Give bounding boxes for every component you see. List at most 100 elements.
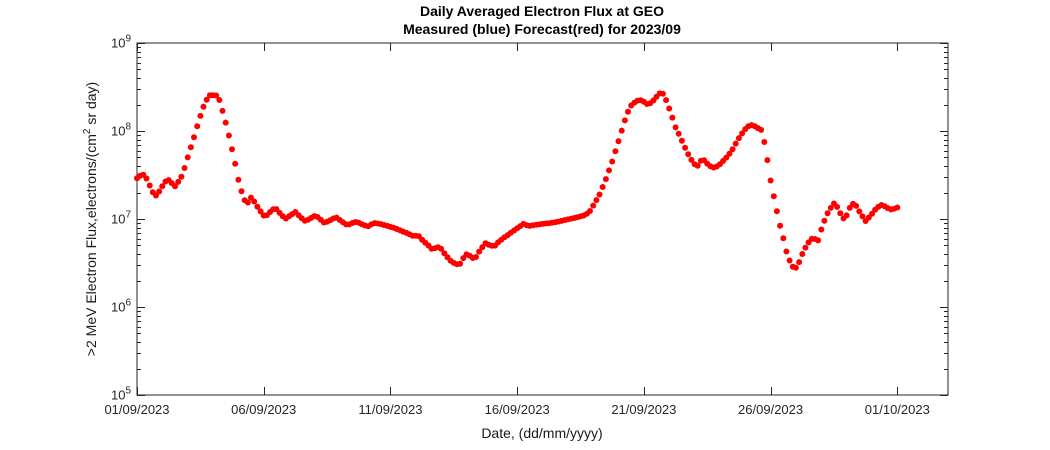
data-point (894, 204, 901, 211)
data-point (859, 213, 866, 220)
tick-labels-layer: 01/09/2023 06/09/2023 11/09/2023 16/09/2023… (104, 34, 929, 418)
data-point (203, 96, 210, 103)
data-point (609, 158, 616, 165)
data-point (846, 204, 853, 211)
data-point (688, 156, 695, 163)
y-tick-label: 105 (111, 386, 131, 403)
data-point (783, 248, 790, 255)
data-point (238, 188, 245, 195)
data-point (229, 146, 235, 153)
data-point (219, 107, 226, 114)
data-point (222, 119, 229, 126)
data-point (818, 226, 825, 233)
data-point (216, 97, 223, 103)
data-point (799, 251, 806, 257)
x-axis-label: Date, (dd/mm/yyyy) (481, 425, 602, 441)
data-point (596, 191, 603, 198)
data-point (593, 197, 600, 204)
x-tick-label: 16/09/2023 (485, 402, 550, 417)
data-point (172, 183, 178, 190)
x-tick-label: 21/09/2023 (611, 402, 676, 417)
data-point (232, 160, 239, 167)
data-point (802, 244, 809, 251)
data-point (777, 222, 784, 229)
data-point (786, 257, 793, 264)
data-point (213, 92, 220, 99)
data-point (618, 127, 625, 134)
data-point (476, 248, 483, 255)
data-point (726, 150, 733, 157)
data-point (764, 157, 771, 164)
data-point (672, 124, 679, 131)
data-point (843, 212, 850, 219)
data-point (732, 140, 739, 147)
data-point (602, 176, 609, 183)
x-tick-label: 01/10/2023 (865, 402, 930, 417)
data-point (761, 139, 768, 145)
data-point (739, 130, 746, 137)
data-point (675, 130, 682, 137)
x-tick-label: 06/09/2023 (231, 402, 296, 417)
data-point (767, 177, 774, 184)
data-point (678, 137, 685, 144)
data-point (181, 165, 188, 171)
data-point (758, 126, 765, 133)
data-point (729, 146, 736, 153)
data-point (735, 135, 742, 142)
data-point (143, 175, 150, 182)
data-point (827, 204, 834, 211)
data-point (792, 264, 799, 271)
data-point (824, 210, 831, 217)
y-axis-label-superscript: 2 (82, 128, 93, 134)
data-point (796, 259, 803, 266)
data-point (438, 245, 445, 252)
data-point (821, 217, 828, 224)
data-point (587, 208, 593, 214)
chart-title-line2: Measured (blue) Forecast(red) for 2023/0… (403, 21, 681, 37)
data-point (663, 97, 670, 104)
data-point (682, 144, 689, 151)
data-point (187, 144, 194, 151)
data-point (853, 202, 860, 209)
data-point (612, 148, 619, 155)
data-point (666, 105, 673, 112)
data-point (621, 117, 628, 124)
data-point (194, 123, 201, 130)
data-point (780, 235, 787, 242)
data-point (815, 237, 822, 244)
data-point (625, 108, 631, 115)
y-tick-label: 106 (111, 298, 131, 315)
y-tick-label: 108 (111, 122, 131, 139)
data-point (175, 178, 182, 185)
y-axis-label: >2 MeV Electron Flux,electrons/(cm2 sr d… (82, 82, 99, 356)
data-point (251, 198, 258, 205)
data-point (615, 138, 622, 145)
data-point (244, 199, 251, 206)
data-point (685, 151, 692, 158)
data-point (191, 134, 197, 141)
y-axis-label-part1: >2 MeV Electron Flux,electrons/(cm (83, 134, 99, 356)
data-point (770, 193, 777, 200)
data-point (441, 250, 448, 257)
data-point (473, 254, 479, 260)
x-tick-label: 11/09/2023 (358, 402, 422, 417)
data-point (235, 176, 242, 183)
data-point (669, 114, 676, 121)
data-point (606, 167, 612, 174)
y-tick-label: 109 (111, 34, 131, 51)
y-axis-label-part2: sr day) (83, 82, 99, 129)
data-point (197, 112, 204, 119)
data-point (599, 184, 606, 190)
data-point (254, 203, 261, 210)
data-point (184, 154, 191, 161)
data-point (590, 202, 597, 209)
x-tick-label: 01/09/2023 (104, 402, 169, 417)
data-point (773, 208, 780, 215)
data-point (856, 208, 863, 215)
data-point (457, 260, 464, 267)
data-point (257, 208, 264, 215)
chart-title-line1: Daily Averaged Electron Flux at GEO (420, 3, 664, 19)
x-tick-label: 26/09/2023 (738, 402, 803, 417)
